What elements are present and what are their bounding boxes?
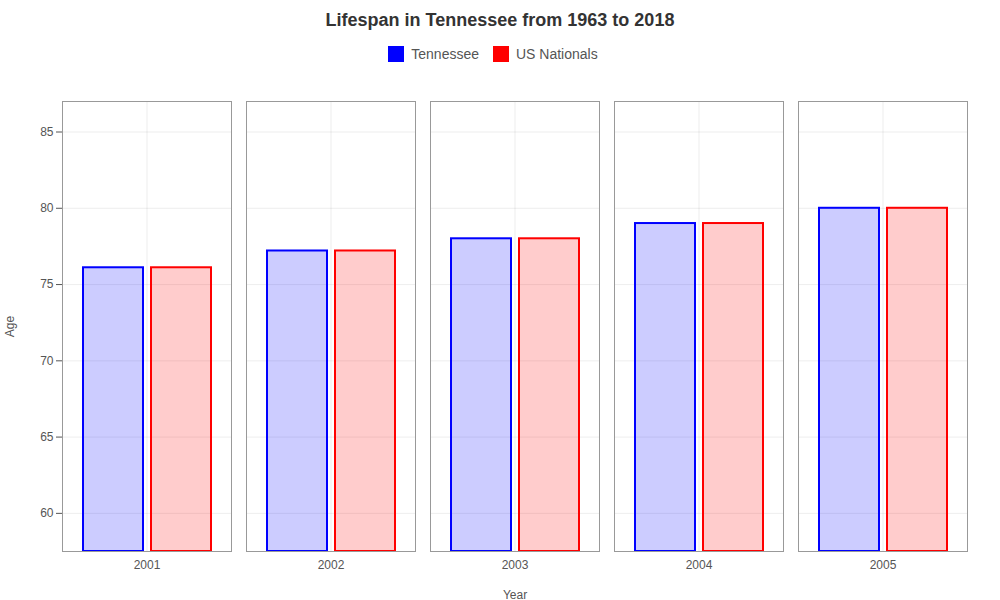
svg-text:60: 60 [40,506,54,520]
svg-text:2005: 2005 [870,558,897,572]
svg-text:2002: 2002 [318,558,345,572]
html-text:Lifespan in Tennessee from 196: Lifespan in Tennessee from 1963 to 2018 [325,10,675,30]
svg-text:2004: 2004 [686,558,713,572]
svg-text:Year: Year [503,588,527,600]
svg-text:2003: 2003 [502,558,529,572]
svg-text:80: 80 [40,201,54,215]
html-text:US Nationals: US Nationals [516,45,598,62]
svg-text:65: 65 [40,430,54,444]
html-text:Tennessee: Tennessee [411,45,479,62]
svg-text:Age: Age [3,316,17,338]
svg-text:2001: 2001 [134,558,161,572]
svg-text:70: 70 [40,354,54,368]
svg-text:75: 75 [40,277,54,291]
svg-text:85: 85 [40,125,54,139]
